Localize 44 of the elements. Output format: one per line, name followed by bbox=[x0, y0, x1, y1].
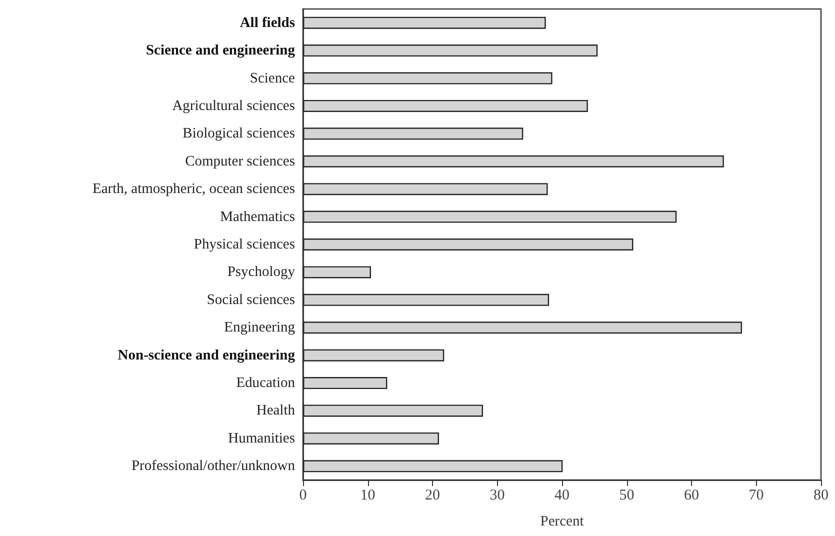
y-tick-label: Social sciences bbox=[206, 292, 296, 308]
bar bbox=[303, 16, 546, 29]
y-tick-label: Science and engineering bbox=[146, 42, 296, 59]
x-tick-label: 80 bbox=[814, 488, 828, 504]
bar bbox=[303, 266, 371, 278]
x-axis-title: Percent bbox=[540, 514, 584, 530]
x-tick-label: 40 bbox=[554, 488, 570, 504]
y-tick-label: Non-science and engineering bbox=[118, 347, 296, 364]
y-tick-label: Mathematics bbox=[220, 208, 296, 225]
y-tick-label: Psychology bbox=[227, 264, 296, 280]
bar bbox=[303, 72, 552, 84]
y-tick-label: Agricultural sciences bbox=[172, 98, 296, 114]
x-tick-label: 70 bbox=[748, 488, 764, 504]
y-tick-label: Engineering bbox=[224, 320, 295, 336]
y-tick-label: Humanities bbox=[228, 430, 296, 446]
y-tick-label: Education bbox=[236, 375, 296, 392]
x-tick-label: 20 bbox=[425, 488, 440, 504]
bar bbox=[303, 404, 484, 417]
x-tick-label: 50 bbox=[619, 488, 634, 504]
x-tick-label: 60 bbox=[684, 488, 699, 504]
bar bbox=[303, 210, 677, 223]
y-tick-label: All fields bbox=[240, 14, 296, 31]
y-tick-label: Physical sciences bbox=[194, 236, 296, 252]
x-tick-label: 0 bbox=[299, 488, 307, 504]
bar bbox=[303, 432, 439, 444]
bar bbox=[303, 44, 598, 57]
bar bbox=[303, 460, 563, 472]
bar bbox=[303, 322, 742, 334]
y-tick-label: Computer sciences bbox=[185, 153, 296, 170]
bar bbox=[303, 183, 548, 196]
bar bbox=[303, 128, 524, 140]
bar bbox=[303, 155, 724, 168]
y-tick-label: Earth, atmospheric, ocean sciences bbox=[92, 181, 296, 198]
bar bbox=[303, 100, 588, 112]
x-tick-label: 30 bbox=[490, 488, 505, 504]
bar bbox=[303, 377, 388, 390]
y-tick-label: Science bbox=[250, 70, 295, 86]
y-tick-label: Biological sciences bbox=[182, 126, 296, 142]
bar bbox=[303, 349, 444, 362]
y-tick-label: Health bbox=[256, 402, 296, 419]
bar bbox=[303, 238, 634, 250]
y-tick-label: Professional/other/unknown bbox=[131, 458, 296, 474]
x-tick-label: 10 bbox=[360, 488, 376, 504]
bar bbox=[303, 294, 550, 306]
